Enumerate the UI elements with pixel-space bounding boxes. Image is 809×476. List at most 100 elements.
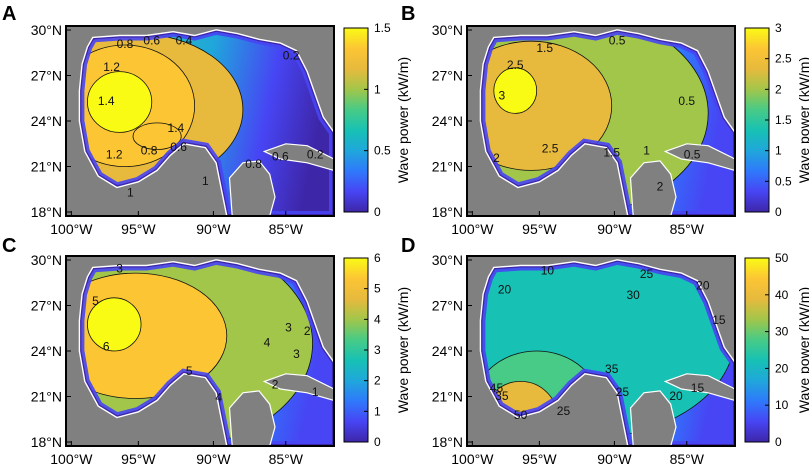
colorbar-tick-label: 1	[374, 82, 381, 96]
y-tick-label: 18°N	[31, 204, 62, 220]
x-tick-label: 95°W	[522, 451, 557, 467]
colorbar-tick-label: 0	[775, 205, 782, 219]
panel-letter: A	[2, 3, 16, 25]
colorbar-tick-label: 40	[775, 288, 789, 302]
colorbar-tick-label: 0	[374, 205, 381, 219]
yucatan-land	[629, 390, 677, 447]
x-tick-label: 85°W	[269, 451, 304, 467]
y-tick-label: 30°N	[31, 252, 62, 268]
colorbar-tick-label: 5	[374, 282, 381, 296]
contour-label: 25	[640, 267, 654, 281]
x-tick-label: 85°W	[269, 221, 304, 237]
contour-label: 2	[493, 151, 500, 165]
contour-band	[493, 67, 538, 114]
contour-band	[87, 71, 153, 133]
x-tick-label: 90°W	[597, 451, 632, 467]
y-tick-label: 18°N	[432, 434, 463, 450]
colorbar-tick-label: 50	[775, 251, 789, 265]
colorbar-tick-label: 4	[374, 312, 381, 326]
contour-label: 0.6	[170, 140, 187, 154]
y-tick-label: 27°N	[432, 68, 463, 84]
colorbar-tick-label: 0.5	[775, 174, 792, 188]
contour-label: 3	[116, 261, 123, 275]
colorbar-label: Wave power (kW/m)	[395, 287, 411, 413]
colorbar-tick-label: 1	[775, 144, 782, 158]
colorbar-label: Wave power (kW/m)	[395, 57, 411, 183]
contour-label: 15	[691, 381, 705, 395]
contour-label: 0.8	[117, 37, 134, 51]
contour-label: 4	[215, 391, 222, 405]
colorbar-tick-label: 6	[374, 251, 381, 265]
contour-label: 15	[712, 313, 726, 327]
contour-band	[87, 297, 142, 352]
contour-label: 45	[490, 381, 504, 395]
colorbar-tick-label: 0	[775, 435, 782, 449]
colorbar	[343, 27, 369, 213]
colorbar-tick-label: 20	[775, 361, 789, 375]
contour-label: 2	[304, 324, 311, 338]
contour-label: 2.5	[542, 142, 559, 156]
x-tick-label: 95°W	[121, 221, 156, 237]
yucatan-land	[228, 390, 276, 447]
contour-label: 1	[127, 185, 134, 199]
y-tick-label: 24°N	[432, 113, 463, 129]
contour-label: 1	[312, 385, 319, 399]
contour-label: 50	[514, 408, 528, 422]
panel-b: B1.50.52.53 0.52.52 1.5 1 0.5230°N27°N24°N21…	[401, 3, 809, 237]
contour-label: 3	[285, 320, 292, 334]
contour-label: 5	[186, 364, 193, 378]
colorbar-tick-label: 2	[374, 374, 381, 388]
contour-label: 35	[495, 389, 509, 403]
colorbar-tick-label: 1.5	[775, 113, 792, 127]
contour-label: 0.6	[272, 149, 289, 163]
contour-label: 25	[557, 404, 571, 418]
colorbar-tick-label: 10	[775, 398, 789, 412]
contour-label: 1	[202, 174, 209, 188]
contour-label: 1.4	[168, 121, 185, 135]
y-tick-label: 24°N	[31, 113, 62, 129]
colorbar-tick-label: 1	[374, 404, 381, 418]
contour-label: 0.5	[609, 33, 626, 47]
x-tick-label: 100°W	[451, 451, 494, 467]
colorbar-tick-label: 2	[775, 82, 782, 96]
colorbar-tick-label: 0	[374, 435, 381, 449]
contour-label: 0.6	[143, 33, 160, 47]
yucatan-land	[629, 160, 677, 217]
contour-label: 0.2	[307, 147, 324, 161]
x-tick-label: 100°W	[451, 221, 494, 237]
contour-label: 10	[541, 263, 555, 277]
x-tick-label: 95°W	[121, 451, 156, 467]
contour-label: 2.5	[507, 58, 524, 72]
contour-label: 5	[92, 294, 99, 308]
contour-label: 20	[696, 279, 710, 293]
contour-label: 20	[498, 282, 512, 296]
colorbar-tick-label: 1.5	[374, 21, 391, 35]
contour-label: 1.4	[98, 94, 115, 108]
contour-label: 2	[657, 180, 664, 194]
y-tick-label: 24°N	[432, 343, 463, 359]
contour-label: 1	[643, 144, 650, 158]
panel-letter: C	[2, 235, 16, 257]
x-tick-label: 100°W	[50, 221, 93, 237]
contour-label: 0.8	[141, 144, 158, 158]
colorbar	[744, 257, 770, 443]
contour-label: 0.2	[283, 49, 300, 63]
contour-label: 0.5	[678, 94, 695, 108]
x-tick-label: 95°W	[522, 221, 557, 237]
y-tick-label: 21°N	[432, 159, 463, 175]
x-tick-label: 85°W	[670, 451, 705, 467]
y-tick-label: 21°N	[31, 389, 62, 405]
colorbar-tick-label: 0.5	[374, 144, 391, 158]
contour-label: 3	[293, 347, 300, 361]
panel-letter: D	[401, 235, 415, 257]
x-tick-label: 90°W	[597, 221, 632, 237]
contour-label: 25	[616, 385, 630, 399]
colorbar-tick-label: 2.5	[775, 52, 792, 66]
panel-letter: B	[401, 3, 415, 25]
y-tick-label: 18°N	[31, 434, 62, 450]
contour-label: 0.8	[245, 157, 262, 171]
contour-label: 35	[605, 362, 619, 376]
